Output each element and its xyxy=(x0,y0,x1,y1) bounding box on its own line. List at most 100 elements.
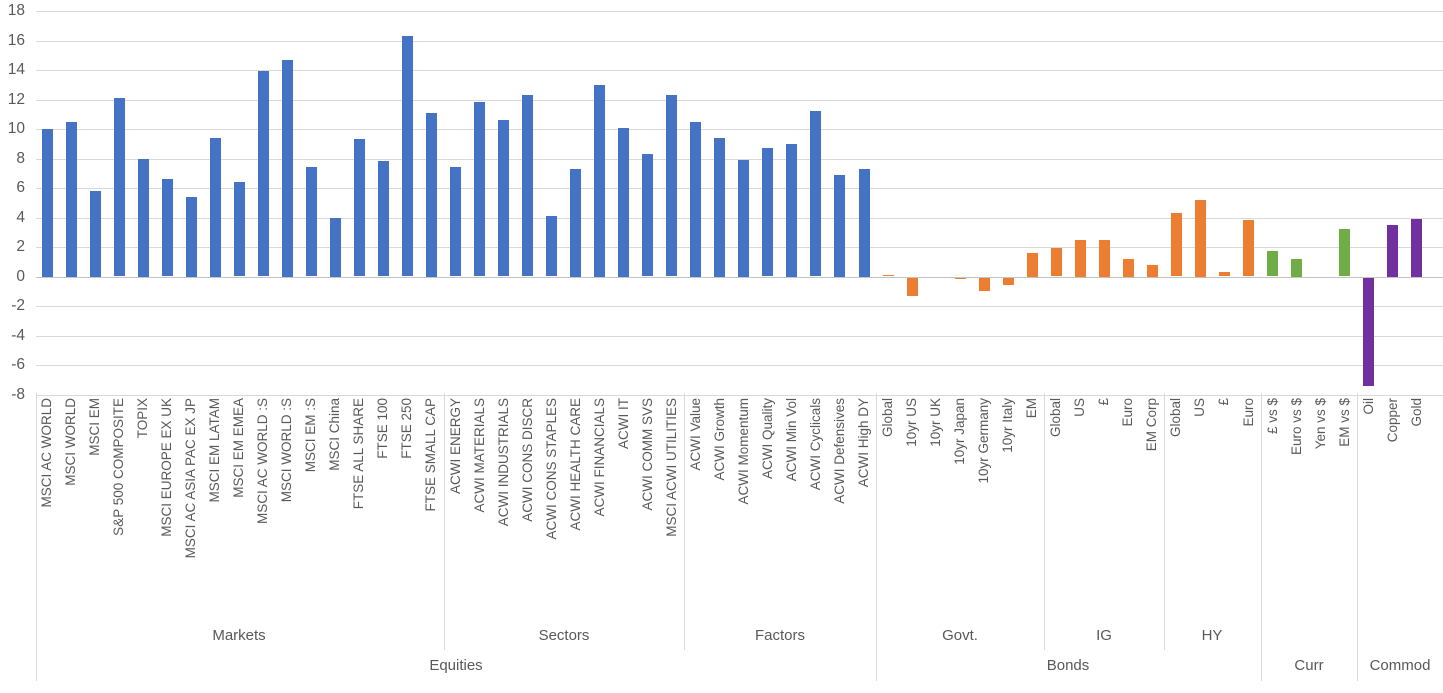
axis-left-boundary xyxy=(36,393,37,681)
group-separator xyxy=(1261,393,1262,681)
category-label: ACWI Growth xyxy=(712,398,727,481)
bar-oil xyxy=(1363,278,1374,386)
bar-acwi-health-care xyxy=(570,169,581,277)
category-label: MSCI EM :S xyxy=(303,398,318,473)
category-label: MSCI EM LATAM xyxy=(207,398,222,503)
category-label: S&P 500 COMPOSITE xyxy=(111,398,126,536)
subgroup-label-sectors: Sectors xyxy=(538,627,590,644)
gridline xyxy=(36,100,1443,101)
category-label: MSCI ACWI UTILITIES xyxy=(664,398,679,537)
bar-us xyxy=(1075,240,1086,277)
bar-euro-vs- xyxy=(1291,259,1302,277)
group-label-commod: Commod xyxy=(1369,657,1431,674)
category-label: MSCI EM EMEA xyxy=(231,398,246,498)
category-label: Global xyxy=(880,398,895,438)
bar--vs- xyxy=(1267,251,1278,276)
category-label: ACWI Cyclicals xyxy=(808,398,823,491)
category-label: MSCI AC WORLD :S xyxy=(255,398,270,525)
bar-global xyxy=(1051,248,1062,276)
bar-msci-acwi-utilities xyxy=(666,95,677,276)
y-axis-tick-label: -6 xyxy=(11,356,25,373)
y-axis-tick-label: 4 xyxy=(16,209,25,226)
bar-em xyxy=(1027,253,1038,277)
y-axis-tick-label: 2 xyxy=(16,238,25,255)
category-label: £ xyxy=(1096,398,1111,406)
gridline xyxy=(36,365,1443,366)
category-label: ACWI CONS STAPLES xyxy=(544,398,559,540)
gridline xyxy=(36,11,1443,12)
category-label: ACWI Quality xyxy=(760,398,775,480)
gridline xyxy=(36,306,1443,307)
category-label: ACWI Momentum xyxy=(736,398,751,505)
category-label: £ vs $ xyxy=(1265,398,1280,435)
category-label: ACWI Min Vol xyxy=(784,398,799,482)
category-label: EM xyxy=(1024,398,1039,419)
y-axis-tick-label: -8 xyxy=(11,386,25,403)
gridline xyxy=(36,41,1443,42)
bar-ftse-small-cap xyxy=(426,113,437,277)
category-label: Euro xyxy=(1120,398,1135,427)
category-label: 10yr UK xyxy=(928,398,943,447)
bar-acwi-industrials xyxy=(498,120,509,276)
bar-ftse-all-share xyxy=(354,139,365,276)
subgroup-label-markets: Markets xyxy=(212,627,266,644)
bar-msci-world-s xyxy=(282,60,293,277)
category-label: ACWI CONS DISCR xyxy=(520,398,535,522)
gridline xyxy=(36,336,1443,337)
subgroup-label-govt-: Govt. xyxy=(942,627,978,644)
category-label: Global xyxy=(1168,398,1183,438)
category-label: Yen vs $ xyxy=(1313,398,1328,450)
category-label: 10yr Italy xyxy=(1000,398,1015,453)
bar-acwi-min-vol xyxy=(786,144,797,277)
bar-acwi-materials xyxy=(474,102,485,276)
group-label-bonds: Bonds xyxy=(1046,657,1090,674)
y-axis-tick-label: 6 xyxy=(16,179,25,196)
gridline xyxy=(36,129,1443,130)
category-label: 10yr Japan xyxy=(952,398,967,465)
bar-acwi-high-dy xyxy=(859,169,870,277)
subgroup-separator xyxy=(1044,393,1045,650)
bar-msci-em-emea xyxy=(234,182,245,276)
category-label: ACWI HEALTH CARE xyxy=(568,398,583,531)
bar-acwi-cyclicals xyxy=(810,111,821,276)
bar-msci-world xyxy=(66,122,77,277)
y-axis-tick-label: 0 xyxy=(16,268,25,285)
bar-euro xyxy=(1123,259,1134,277)
group-separator xyxy=(1357,393,1358,681)
subgroup-separator xyxy=(1164,393,1165,650)
bar-ftse-250 xyxy=(402,36,413,276)
bar-us xyxy=(1195,200,1206,277)
bar-acwi-it xyxy=(618,128,629,277)
category-label: ACWI ENERGY xyxy=(448,398,463,495)
category-label: Euro xyxy=(1241,398,1256,427)
bar-em-corp xyxy=(1147,265,1158,277)
bar-10yr-italy xyxy=(1003,278,1014,285)
category-label: ACWI MATERIALS xyxy=(472,398,487,513)
category-label: £ xyxy=(1216,398,1231,406)
category-label: Oil xyxy=(1361,398,1376,415)
category-label: 10yr Germany xyxy=(976,398,991,484)
y-axis-tick-label: -2 xyxy=(11,297,25,314)
y-axis-tick-label: 10 xyxy=(7,120,25,137)
category-label: FTSE 250 xyxy=(399,398,414,459)
bar-- xyxy=(1099,240,1110,277)
bar-msci-ac-world xyxy=(42,129,53,277)
category-label: US xyxy=(1072,398,1087,417)
category-label: EM Corp xyxy=(1144,398,1159,452)
y-axis-tick-label: 12 xyxy=(7,91,25,108)
category-label: ACWI COMM SVS xyxy=(640,398,655,511)
bar-msci-china xyxy=(330,218,341,277)
category-label: ACWI Value xyxy=(688,398,703,471)
bar-acwi-energy xyxy=(450,167,461,276)
y-axis-tick-label: 8 xyxy=(16,150,25,167)
bar-acwi-value xyxy=(690,122,701,277)
category-label: MSCI WORLD :S xyxy=(279,398,294,503)
gridline xyxy=(36,395,1443,396)
subgroup-label-factors: Factors xyxy=(754,627,805,644)
x-axis-zero-line xyxy=(36,277,1443,278)
category-label: MSCI AC WORLD xyxy=(39,398,54,508)
bar-acwi-quality xyxy=(762,148,773,276)
bar-msci-europe-ex-uk xyxy=(162,179,173,276)
category-label: Copper xyxy=(1385,398,1400,443)
subgroup-label-hy: HY xyxy=(1201,627,1223,644)
